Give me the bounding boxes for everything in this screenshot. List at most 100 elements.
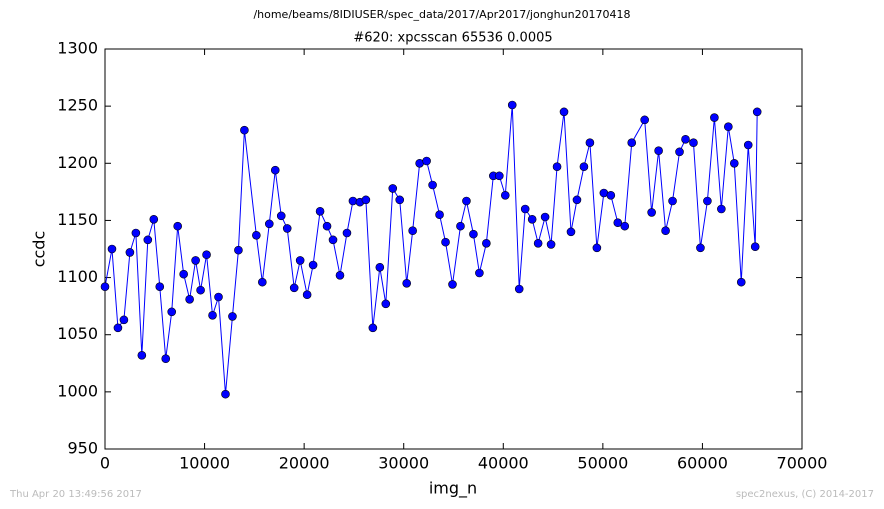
data-point — [381, 299, 391, 309]
plot-frame — [104, 48, 803, 450]
data-point — [469, 229, 478, 239]
data-point — [514, 284, 524, 294]
data-point — [228, 312, 237, 321]
data-point — [315, 206, 325, 216]
data-point — [422, 156, 431, 166]
data-point — [507, 100, 517, 110]
data-point — [661, 226, 670, 236]
y-tick-label: 1100 — [57, 267, 98, 286]
data-point — [654, 146, 663, 156]
data-point — [724, 122, 733, 132]
data-point — [456, 221, 465, 231]
data-point — [710, 113, 719, 122]
data-point — [173, 221, 182, 231]
data-point — [252, 230, 261, 240]
data-point — [322, 221, 332, 231]
data-point — [627, 138, 637, 148]
data-point — [143, 235, 153, 245]
footer-date: Thu Apr 20 13:49:56 2017 — [9, 489, 142, 500]
data-point — [375, 262, 385, 272]
data-point — [736, 277, 746, 287]
x-tick-label: 10000 — [179, 454, 230, 473]
data-point — [729, 158, 739, 168]
data-point — [234, 245, 243, 255]
data-point — [161, 354, 171, 364]
data-point — [533, 238, 543, 248]
data-point — [520, 204, 530, 214]
data-point — [500, 190, 510, 200]
data-point — [361, 195, 371, 205]
data-point — [559, 107, 569, 117]
x-tick-label: 60000 — [677, 454, 728, 473]
data-point — [681, 134, 690, 144]
data-point — [750, 242, 760, 252]
data-point — [395, 195, 405, 205]
y-tick-label: 950 — [67, 439, 98, 458]
data-point — [125, 248, 135, 257]
data-point — [448, 280, 457, 289]
data-point — [703, 196, 712, 206]
x-tick-label: 70000 — [777, 454, 828, 473]
data-point — [495, 171, 504, 181]
x-tick-label: 30000 — [378, 454, 429, 473]
data-point — [675, 147, 684, 157]
y-tick-label: 1050 — [57, 324, 98, 343]
data-point — [435, 210, 444, 220]
data-point — [579, 162, 589, 172]
data-point — [107, 244, 117, 254]
chart-suptitle: /home/beams/8IDIUSER/spec_data/2017/Apr2… — [253, 8, 630, 21]
data-point — [717, 204, 726, 214]
data-point — [258, 277, 267, 287]
data-point — [328, 235, 338, 245]
data-point — [585, 138, 595, 148]
data-point — [100, 282, 110, 292]
data-point — [368, 323, 378, 333]
data-point — [540, 212, 550, 222]
data-point — [428, 180, 437, 190]
data-point — [441, 237, 450, 247]
data-point — [270, 165, 280, 175]
data-point — [295, 256, 305, 265]
y-tick-label: 1300 — [57, 39, 98, 58]
data-point — [196, 285, 205, 295]
data-point — [208, 310, 217, 320]
data-point — [402, 278, 412, 288]
data-point — [696, 243, 705, 253]
data-point — [282, 224, 292, 233]
data-point — [191, 256, 200, 265]
data-point — [408, 226, 417, 236]
data-point — [647, 208, 656, 217]
data-point — [606, 190, 616, 200]
data-point — [689, 138, 698, 148]
data-point — [752, 107, 762, 117]
data-point — [308, 260, 318, 270]
data-point — [302, 290, 312, 300]
data-point — [167, 307, 177, 317]
y-axis-label: ccdc — [30, 231, 49, 268]
data-point — [572, 195, 582, 205]
data-point — [743, 140, 753, 150]
data-point — [527, 214, 537, 224]
data-point — [240, 125, 249, 135]
data-point — [119, 315, 129, 325]
x-tick-label: 40000 — [478, 454, 529, 473]
footer-credit: spec2nexus, (C) 2014-2017 — [736, 489, 874, 500]
data-point — [264, 219, 274, 229]
y-tick-label: 1250 — [57, 96, 98, 115]
data-point — [113, 323, 123, 333]
data-point — [566, 227, 576, 237]
x-tick-label: 50000 — [577, 454, 628, 473]
data-point — [475, 268, 484, 278]
data-point — [592, 243, 602, 253]
data-point — [640, 115, 649, 125]
y-tick-label: 1000 — [57, 381, 98, 400]
data-point — [482, 238, 491, 248]
data-point — [202, 250, 211, 260]
chart-title: #620: xpcsscan 65536 0.0005 — [353, 31, 552, 46]
data-point — [613, 218, 623, 228]
y-tick-label: 1200 — [57, 153, 98, 172]
x-tick-label: 20000 — [279, 454, 330, 473]
data-point — [276, 211, 286, 221]
y-tick-label: 1150 — [57, 210, 98, 229]
